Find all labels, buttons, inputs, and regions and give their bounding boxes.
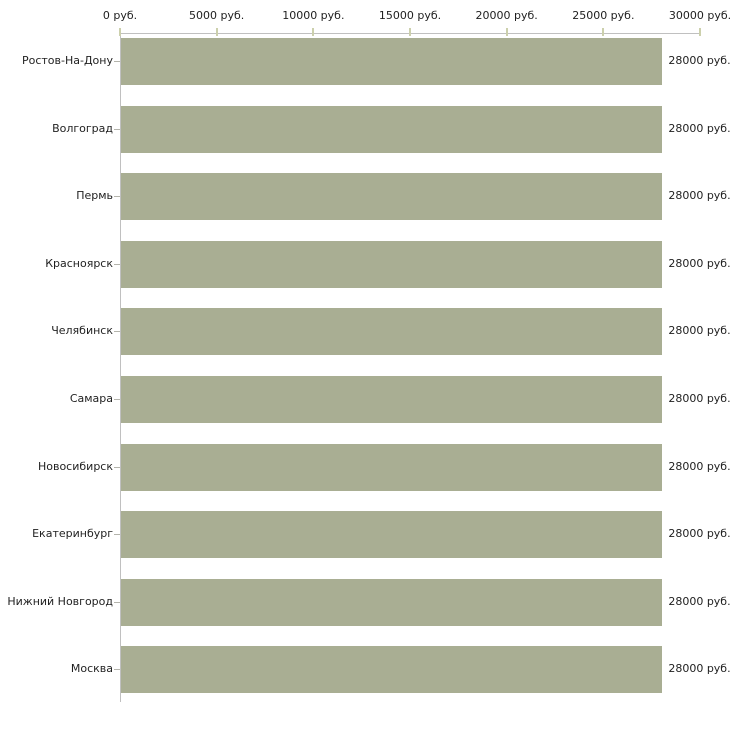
category-tick-mark: [114, 61, 120, 62]
x-axis-tick-mark: [699, 28, 701, 36]
bar-row: Челябинск 28000 руб.: [0, 304, 730, 372]
category-tick-mark: [114, 669, 120, 671]
bar: [121, 375, 663, 423]
bar-row: Ростов-На-Дону 28000 руб.: [0, 34, 730, 102]
bar: [121, 511, 663, 559]
category-tick-mark: [114, 466, 120, 468]
category-tick-mark: [114, 534, 120, 536]
category-label: Новосибирск: [37, 459, 113, 473]
bar-row: Новосибирск 28000 руб.: [0, 440, 730, 508]
x-axis-tick-mark: [215, 28, 218, 36]
x-axis-tick-label: 5000 руб.: [189, 9, 245, 22]
category-label: Ростов-На-Дону: [21, 54, 113, 67]
bar: [121, 38, 663, 85]
x-axis-tick-label: 10000 руб.: [282, 9, 345, 22]
bar-row: Самара 28000 руб.: [0, 372, 730, 440]
bar: [121, 240, 663, 288]
category-label: Нижний Новгород: [7, 594, 113, 608]
category-tick-mark: [114, 601, 120, 603]
bar: [121, 443, 663, 491]
category-label: Екатеринбург: [32, 527, 113, 541]
bar-row: Пермь 28000 руб.: [0, 169, 730, 237]
x-axis-tick-mark: [409, 28, 411, 36]
category-tick-mark: [114, 398, 120, 400]
value-label: 28000 руб.: [668, 324, 730, 338]
category-label: Волгоград: [52, 121, 113, 135]
category-label: Пермь: [76, 189, 113, 203]
value-label: 28000 руб.: [668, 527, 730, 541]
value-label: 28000 руб.: [668, 189, 730, 203]
value-label: 28000 руб.: [668, 594, 730, 608]
x-axis-tick-mark: [505, 28, 508, 36]
value-label: 28000 руб.: [668, 459, 730, 473]
category-label: Челябинск: [51, 324, 113, 338]
category-tick-mark: [114, 128, 120, 130]
bar: [121, 646, 663, 694]
bar: [121, 173, 663, 221]
value-label: 28000 руб.: [668, 662, 730, 676]
value-label: 28000 руб.: [668, 54, 730, 67]
bar-row: Москва 28000 руб.: [0, 642, 730, 710]
category-label: Москва: [70, 662, 113, 676]
value-label: 28000 руб.: [668, 121, 730, 135]
x-axis-tick-mark: [312, 28, 315, 36]
y-axis-line: [120, 33, 121, 702]
value-label: 28000 руб.: [668, 391, 730, 405]
bar-row: Волгоград 28000 руб.: [0, 102, 730, 170]
x-axis-tick-label: 15000 руб.: [378, 9, 442, 22]
bar: [121, 308, 663, 356]
x-axis-tick-label: 30000 руб.: [668, 9, 730, 22]
plot-area: Ростов-На-Дону 28000 руб. Волгоград 28000 р…: [0, 34, 730, 710]
category-tick-mark: [114, 331, 120, 333]
category-tick-mark: [114, 196, 120, 198]
category-label: Красноярск: [45, 256, 113, 270]
x-axis-tick-mark: [602, 28, 605, 36]
bar-row: Красноярск 28000 руб.: [0, 237, 730, 305]
category-tick-mark: [114, 263, 120, 265]
bar: [121, 105, 663, 153]
category-label: Самара: [69, 391, 113, 405]
bar-row: Екатеринбург 28000 руб.: [0, 507, 730, 575]
x-axis-tick-mark: [119, 28, 121, 36]
bar-row: Нижний Новгород 28000 руб.: [0, 575, 730, 643]
bar: [121, 578, 663, 626]
x-axis-tick-label: 20000 руб.: [475, 9, 538, 22]
x-axis-tick-label: 25000 руб.: [572, 9, 635, 22]
x-axis-tick-label: 0 руб.: [102, 9, 138, 22]
value-label: 28000 руб.: [668, 256, 730, 270]
